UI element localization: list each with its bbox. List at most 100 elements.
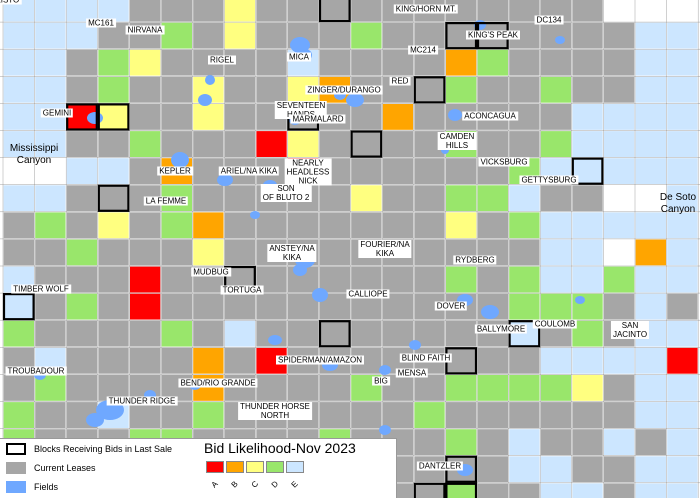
lease-block	[476, 428, 510, 457]
lease-block	[634, 455, 668, 484]
lease-block	[665, 157, 699, 186]
lease-block	[318, 48, 352, 77]
lease-block	[223, 102, 257, 132]
lease-block	[665, 238, 699, 267]
lease-block	[350, 0, 383, 23]
lease-block	[444, 157, 478, 186]
lease-block	[255, 129, 289, 159]
lease-block	[539, 129, 573, 159]
lease-block	[602, 373, 636, 403]
lease-block	[413, 265, 446, 294]
lease-block	[476, 265, 510, 294]
lease-block	[97, 184, 131, 213]
lease-block	[508, 482, 541, 498]
lease-block	[128, 346, 162, 375]
lease-block	[2, 400, 36, 430]
lease-block	[508, 346, 541, 375]
bid-block-border	[508, 320, 541, 348]
field-blob	[379, 425, 391, 435]
lease-block	[602, 428, 636, 457]
lease-block	[571, 0, 604, 23]
lease-block	[476, 75, 510, 105]
lease-block	[350, 319, 383, 348]
lease-block	[97, 346, 131, 375]
lease-block	[665, 48, 699, 77]
prospect-label-gemini: GEMINI	[40, 108, 74, 118]
lease-block	[192, 400, 225, 430]
lease-block	[318, 0, 352, 23]
prospect-label-blind-faith: BLIND FAITH	[399, 353, 453, 363]
lease-block	[602, 238, 636, 267]
legend: Blocks Receiving Bids in Last Sale Curre…	[0, 438, 397, 498]
lease-block	[602, 157, 636, 186]
lease-block	[665, 373, 699, 403]
prospect-label-dantzler: DANTZLER	[416, 461, 464, 471]
lease-block	[128, 75, 162, 105]
lease-block	[65, 211, 99, 240]
lease-block	[539, 211, 573, 240]
lease-block	[508, 48, 541, 77]
lease-block	[350, 129, 383, 159]
lease-block	[634, 482, 668, 498]
bid-block-border	[2, 293, 35, 321]
lease-block	[571, 238, 604, 267]
lease-block	[2, 184, 36, 213]
lease-block	[255, 373, 289, 403]
prospect-label-anstey-na-kika: ANSTEY/NA KIKA	[267, 244, 317, 262]
legend-row-bids: Blocks Receiving Bids in Last Sale	[6, 443, 172, 455]
lease-block	[539, 400, 573, 430]
prospect-label-nearly-headless-nick: NEARLY HEADLESS NICK	[284, 158, 332, 186]
lease-block	[444, 184, 478, 213]
lease-block	[665, 346, 699, 375]
lease-block	[33, 292, 67, 321]
lease-block	[665, 211, 699, 240]
lease-block	[255, 75, 289, 105]
lease-block	[255, 0, 289, 23]
lease-block	[2, 75, 36, 105]
prospect-label-vicksburg: VICKSBURG	[478, 157, 530, 167]
prospect-label-camden-hills: CAMDEN HILLS	[437, 132, 477, 150]
field-blob	[86, 413, 104, 427]
lease-block	[665, 0, 699, 23]
lease-block	[381, 157, 415, 186]
lease-block	[444, 211, 478, 240]
lease-block	[255, 48, 289, 77]
lease-block	[508, 184, 541, 213]
prospect-label-big: BIG	[372, 376, 390, 386]
lease-block	[665, 319, 699, 348]
prospect-label-mica: MICA	[287, 52, 311, 62]
lease-block	[476, 211, 510, 240]
lease-block	[413, 428, 446, 457]
lease-block	[571, 21, 604, 50]
lease-block	[318, 129, 352, 159]
lease-block	[33, 48, 67, 77]
bid-block-border	[350, 130, 383, 158]
lease-block	[318, 319, 352, 348]
legend-swatch-bids	[6, 443, 26, 455]
lease-block	[381, 211, 415, 240]
lease-block	[476, 0, 510, 23]
lease-block	[665, 428, 699, 457]
legend-swatch-fields	[6, 481, 26, 493]
lease-block	[160, 400, 194, 430]
lease-block	[602, 455, 636, 484]
lease-block	[65, 75, 99, 105]
prospect-label-la-femme: LA FEMME	[143, 196, 189, 206]
lease-block	[223, 346, 257, 375]
lease-block	[223, 75, 257, 105]
region-label: Mississippi Canyon	[9, 143, 59, 166]
lease-block	[192, 102, 225, 132]
lease-block	[192, 346, 225, 375]
bid-block-border	[318, 0, 351, 23]
lease-block	[571, 428, 604, 457]
lease-block	[33, 238, 67, 267]
lease-block	[97, 129, 131, 159]
lease-block	[255, 292, 289, 321]
lease-block	[539, 102, 573, 132]
lease-block	[318, 184, 352, 213]
lease-block	[318, 211, 352, 240]
lease-block	[65, 157, 99, 186]
lease-block	[97, 157, 131, 186]
